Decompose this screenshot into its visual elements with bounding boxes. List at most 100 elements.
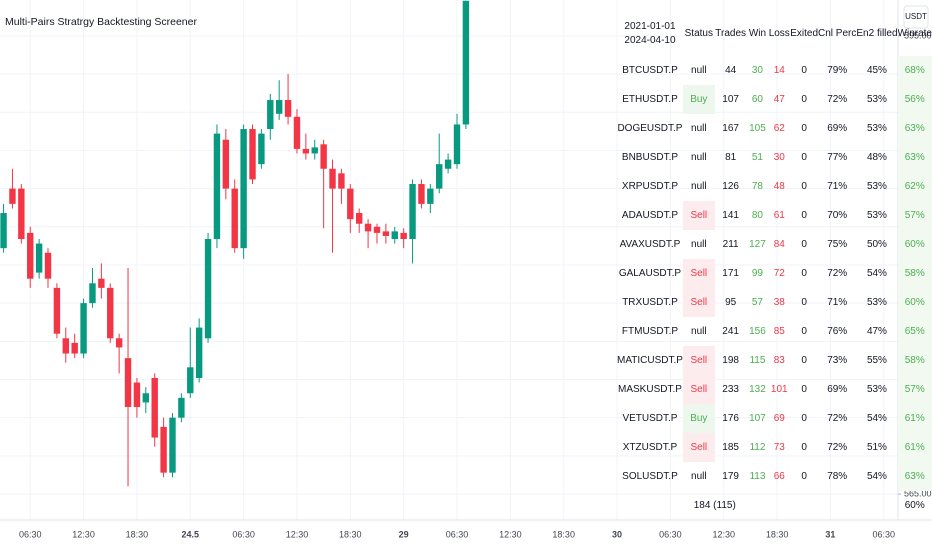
cell: 85 (773, 326, 785, 337)
candle-body (9, 188, 16, 204)
candle-body (302, 148, 310, 154)
candle-body (311, 147, 318, 154)
cell: Sell (682, 433, 715, 462)
candle-body (382, 231, 390, 236)
cell: 68% (897, 56, 932, 85)
x-tick-label: 12:30 (286, 529, 309, 539)
cell: 0 (801, 94, 807, 105)
cell: 53% (866, 297, 887, 308)
empty-cell (768, 491, 790, 520)
cell: 0 (801, 442, 807, 453)
cell: 55% (866, 355, 887, 366)
chart-title: Multi-Pairs Stratrgy Backtesting Screene… (5, 16, 197, 28)
candle-body (0, 213, 7, 249)
cell: 54% (866, 471, 887, 482)
date: 2021-01-01 (624, 21, 676, 32)
cell: 95 (725, 297, 737, 308)
footer-row: 184 (115) 60% (617, 491, 932, 520)
x-tick-label: 06:30 (446, 529, 469, 539)
header-row: 2021-01-01 2024-04-10 Status Trades Win Loss E… (617, 12, 932, 56)
table-row: MATICUSDT.P Sell 198 115 83 0 73% 55% 58% (617, 346, 932, 375)
cell: 63% (897, 462, 932, 491)
cell: 47% (866, 326, 887, 337)
cell: 72% (827, 94, 848, 105)
cell: 51 (751, 152, 763, 163)
cell: Sell (682, 288, 715, 317)
cell: Sell (682, 375, 715, 404)
candle-body (169, 417, 176, 473)
candle-body (249, 129, 256, 180)
candle-body (178, 397, 185, 418)
cell: 57% (897, 201, 932, 230)
candle-body (44, 252, 52, 279)
candle-body (62, 338, 69, 354)
candle-body (222, 139, 230, 189)
table-row: ADAUSDT.P Sell 141 80 61 0 70% 53% 57% (617, 201, 932, 230)
x-tick-label: 06:30 (873, 529, 896, 539)
cell: 107 (722, 94, 739, 105)
cell: 48 (773, 181, 785, 192)
cell: 0 (801, 123, 807, 134)
pair: ADAUSDT.P (621, 210, 679, 221)
cell: 61% (897, 433, 932, 462)
cell: 0 (801, 65, 807, 76)
cell: Buy (682, 85, 715, 114)
candle-body (364, 223, 372, 232)
table-row: XTZUSDT.P Sell 185 112 73 0 72% 51% 61% (617, 433, 932, 462)
candle-body (151, 377, 158, 438)
cell: 0 (801, 326, 807, 337)
candle-body (115, 338, 123, 348)
unit-label[interactable]: USDT (905, 12, 927, 21)
x-tick-label: 29 (399, 529, 409, 539)
x-tick-label: 18:30 (126, 529, 149, 539)
column-header: Winrate (897, 28, 932, 39)
candle-body (133, 382, 141, 407)
cell: 69 (773, 413, 785, 424)
cell: 53% (866, 94, 887, 105)
candle-body (240, 129, 247, 249)
candle-body (53, 287, 61, 334)
cell: 179 (722, 471, 739, 482)
cell: Buy (682, 404, 715, 433)
table-row: GALAUSDT.P Sell 171 99 72 0 72% 54% 58% (617, 259, 932, 288)
cell: Sell (682, 201, 715, 230)
cell: 0 (801, 471, 807, 482)
candle-body (356, 213, 363, 224)
candle-body (267, 100, 274, 130)
cell: null (691, 181, 707, 192)
cell: 60% (897, 230, 932, 259)
candle-body (418, 184, 425, 204)
candle-body (453, 124, 461, 165)
cell: 80 (751, 210, 763, 221)
cell: 58% (897, 346, 932, 375)
candle-body (71, 342, 78, 354)
table-row: BTCUSDT.P null 44 30 14 0 79% 45% 68% (617, 56, 932, 85)
x-tick-label: 12:30 (499, 529, 522, 539)
unit-box[interactable] (903, 5, 929, 29)
cell: 78 (751, 181, 763, 192)
candle-body (373, 226, 381, 233)
cell: 78% (827, 471, 848, 482)
cell: 57 (751, 297, 763, 308)
cell: 241 (722, 326, 739, 337)
cell: 0 (801, 297, 807, 308)
cell: 126 (722, 181, 739, 192)
table-row: FTMUSDT.P null 241 156 85 0 76% 47% 65% (617, 317, 932, 346)
table-row: TRXUSDT.P Sell 95 57 38 0 71% 53% 60% (617, 288, 932, 317)
cell: 77% (827, 152, 848, 163)
cell: 30 (751, 65, 763, 76)
cell: 0 (801, 239, 807, 250)
cell: 53% (866, 210, 887, 221)
cell: 211 (722, 239, 739, 250)
cell: 113 (749, 471, 766, 482)
y-tick-label: 595.00 (904, 30, 932, 40)
column-header: Trades (715, 28, 747, 39)
candle-body (275, 100, 283, 114)
cell: 198 (722, 355, 739, 366)
column-header: Exited (790, 28, 819, 39)
cell: 62 (773, 123, 785, 134)
cell: 44 (725, 65, 737, 76)
candle-body (204, 239, 212, 339)
pair: BTCUSDT.P (622, 65, 678, 76)
